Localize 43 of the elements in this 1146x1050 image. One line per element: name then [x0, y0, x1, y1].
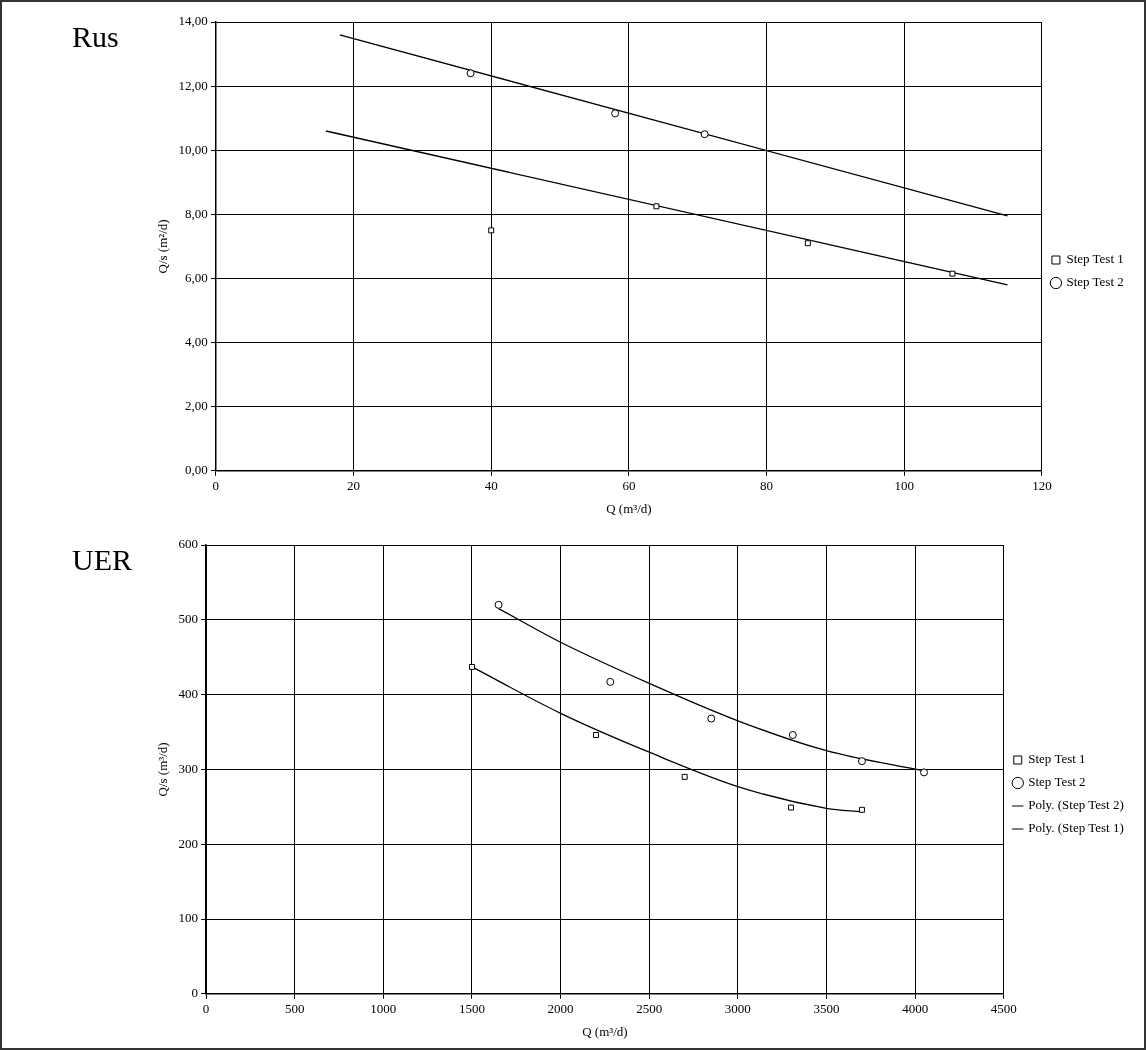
y-tick-label: 4,00: [185, 333, 208, 349]
legend-label: Step Test 1: [1066, 251, 1124, 267]
x-tick-label: 2500: [636, 1001, 663, 1017]
y-tick-label: 100: [178, 910, 199, 926]
y-tick-label: 500: [178, 611, 199, 627]
legend-label: Step Test 2: [1066, 274, 1124, 290]
x-tick-label: 80: [760, 478, 774, 494]
y-axis-title: Q/s (m³/d): [155, 742, 171, 797]
chart-title: Rus: [72, 19, 119, 53]
y-tick-label: 0,00: [185, 462, 208, 478]
x-tick-label: 1500: [458, 1001, 485, 1017]
x-tick-label: 60: [622, 478, 636, 494]
y-tick-label: 12,00: [178, 77, 208, 93]
x-tick-label: 40: [484, 478, 498, 494]
x-tick-label: 4000: [902, 1001, 929, 1017]
y-axis-title: Q/s (m²/d): [155, 219, 171, 274]
x-tick-label: 1000: [370, 1001, 397, 1017]
y-tick-label: 200: [178, 835, 199, 851]
x-tick-label: 4500: [990, 1001, 1017, 1017]
chart-title: UER: [72, 542, 132, 576]
legend-label: Step Test 1: [1028, 751, 1086, 767]
y-tick-label: 14,00: [178, 13, 208, 29]
x-axis-title: Q (m³/d): [606, 500, 652, 516]
x-tick-label: 500: [284, 1001, 305, 1017]
y-tick-label: 8,00: [185, 205, 208, 221]
y-tick-label: 10,00: [178, 141, 208, 157]
x-tick-label: 20: [347, 478, 361, 494]
x-tick-label: 120: [1032, 478, 1052, 494]
x-tick-label: 100: [894, 478, 914, 494]
x-tick-label: 3500: [813, 1001, 840, 1017]
y-tick-label: 300: [178, 760, 199, 776]
y-tick-label: 2,00: [185, 398, 208, 414]
y-tick-label: 600: [178, 536, 199, 552]
legend-label: Step Test 2: [1028, 774, 1086, 790]
y-tick-label: 0: [191, 985, 199, 1001]
x-tick-label: 0: [212, 478, 220, 494]
legend-label: Poly. (Step Test 2): [1028, 797, 1124, 813]
y-tick-label: 400: [178, 686, 199, 702]
x-tick-label: 3000: [724, 1001, 751, 1017]
x-tick-label: 2000: [547, 1001, 574, 1017]
legend-label: Poly. (Step Test 1): [1028, 820, 1124, 836]
y-tick-label: 6,00: [185, 269, 208, 285]
x-axis-title: Q (m³/d): [582, 1023, 628, 1039]
